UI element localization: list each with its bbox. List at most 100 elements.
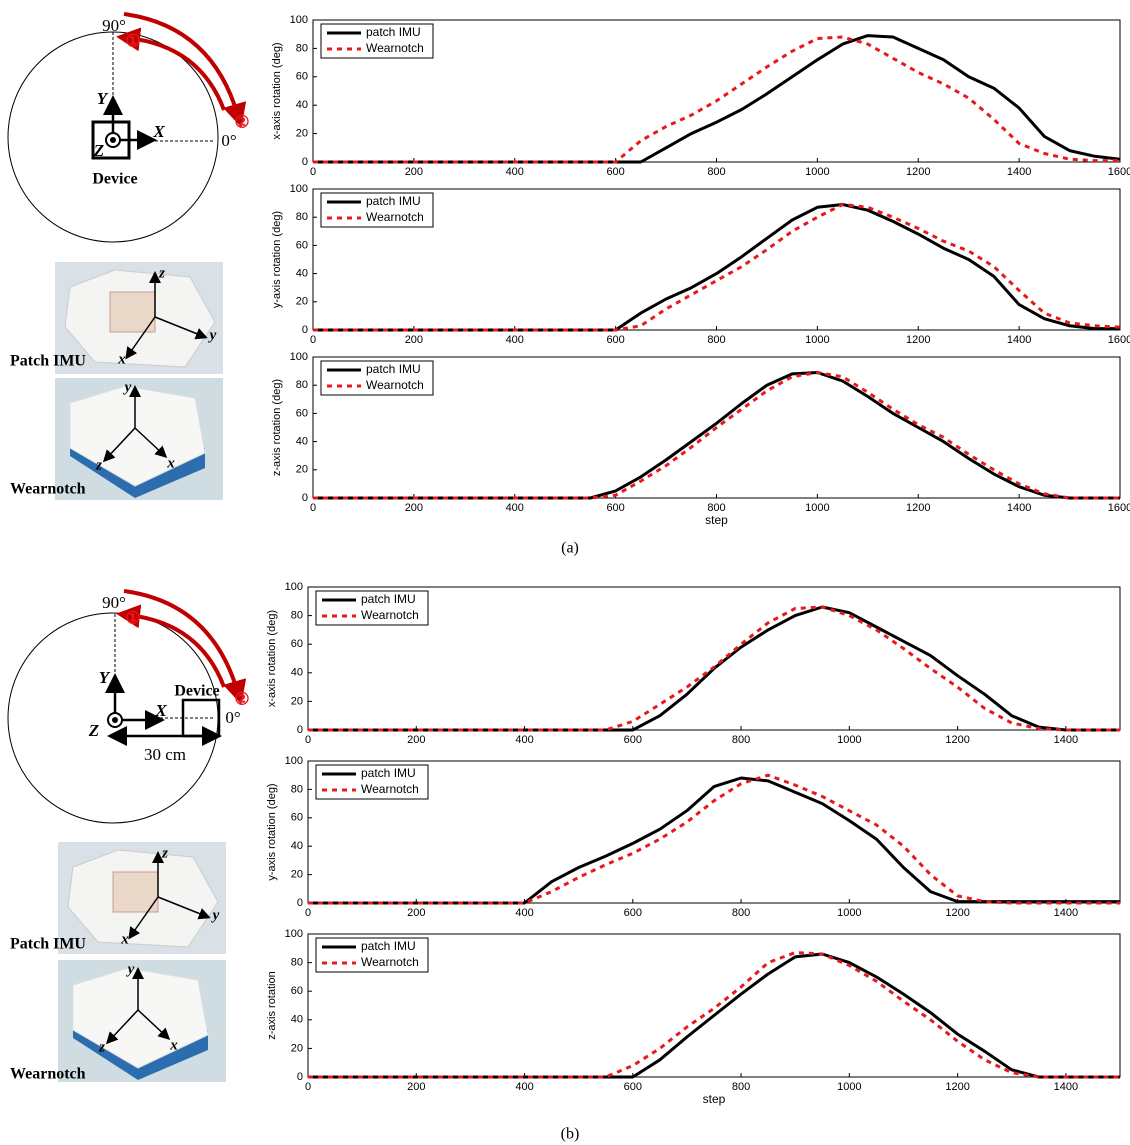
rotation-arrow [116, 27, 226, 111]
axis-label: x [166, 455, 175, 471]
x-tick-label: 600 [624, 734, 642, 746]
x-tick-label: 600 [624, 1081, 642, 1093]
y-tick-label: 40 [291, 1014, 303, 1026]
device-label: Device [174, 683, 219, 700]
y-tick-label: 100 [290, 14, 308, 26]
axis-arrow [157, 896, 211, 920]
distance-label: 30 cm [144, 745, 186, 764]
legend-box [320, 360, 434, 396]
x-tick-label: 400 [515, 1081, 533, 1093]
y-tick-label: 40 [296, 436, 308, 448]
y-axis-label: z-axis rotation (deg) [271, 379, 283, 476]
y-tick-label: 20 [296, 464, 308, 476]
y-tick-label: 0 [302, 324, 308, 336]
x-tick-label: 1200 [945, 1081, 969, 1093]
axis-label: X [152, 122, 165, 141]
legend-label: patch IMU [361, 766, 416, 780]
x-tick-label: 200 [405, 166, 423, 178]
data-line [308, 773, 1120, 905]
y-tick-label: 60 [296, 239, 308, 251]
x-tick-label: 0 [305, 907, 311, 919]
data-line [308, 952, 1120, 1079]
photo-label: Patch IMU [10, 936, 86, 953]
x-tick-label: 400 [506, 334, 524, 346]
axis-label: Z [88, 721, 99, 740]
legend-box [315, 590, 429, 626]
axis-label: x [120, 931, 129, 947]
axis-label: x [117, 351, 126, 367]
x-tick-label: 400 [515, 907, 533, 919]
y-tick-label: 0 [297, 1071, 303, 1083]
legend-box [315, 764, 429, 800]
step-number: ① [125, 31, 140, 50]
x-tick-label: 1400 [1007, 502, 1031, 514]
step-number: ② [234, 112, 249, 131]
data-line [313, 35, 1120, 164]
diagram-a: Y X Z Device 90° 0° ① ② [7, 12, 250, 243]
y-tick-label: 0 [297, 724, 303, 736]
step-number: ② [234, 689, 249, 708]
y-axis-label: z-axis rotation [266, 971, 278, 1039]
angle-label: 0° [225, 708, 240, 727]
diagram-b: Y X Z Device 30 cm 90° 0° ① ② [7, 589, 250, 824]
axis-arrow [154, 316, 208, 340]
x-tick-label: 1000 [837, 907, 861, 919]
legend-label: Wearnotch [361, 955, 419, 969]
data-line [308, 605, 1120, 732]
z-axis-symbol [112, 717, 118, 723]
axis-arrow [125, 316, 156, 360]
x-tick-label: 1200 [906, 166, 930, 178]
x-tick-label: 800 [732, 734, 750, 746]
data-line [313, 34, 1121, 164]
x-tick-label: 0 [305, 1081, 311, 1093]
y-tick-label: 100 [285, 581, 303, 593]
photo-label: Wearnotch [10, 481, 86, 498]
plot-frame [307, 586, 1121, 731]
x-tick-label: 200 [407, 907, 425, 919]
x-tick-label: 400 [506, 166, 524, 178]
legend-label: Wearnotch [366, 41, 424, 55]
axis-label: y [126, 961, 135, 977]
x-tick-label: 600 [624, 907, 642, 919]
x-tick-label: 1400 [1007, 334, 1031, 346]
x-tick-label: 1000 [837, 1081, 861, 1093]
x-tick-label: 800 [707, 334, 725, 346]
y-tick-label: 20 [296, 296, 308, 308]
x-axis-label: step [703, 1092, 726, 1106]
x-tick-label: 1000 [837, 734, 861, 746]
y-tick-label: 20 [296, 128, 308, 140]
rotation-arrow [123, 12, 247, 128]
y-axis-label: x-axis rotation (deg) [271, 42, 283, 139]
panel-label: (b) [561, 1126, 580, 1143]
patch-chip [109, 291, 156, 333]
axis-label: z [95, 457, 102, 473]
y-tick-label: 0 [302, 156, 308, 168]
y-tick-label: 20 [291, 869, 303, 881]
axis-label: Z [93, 141, 104, 160]
y-tick-label: 80 [291, 610, 303, 622]
x-tick-label: 800 [732, 907, 750, 919]
y-tick-label: 0 [302, 492, 308, 504]
legend-box [320, 23, 434, 59]
x-tick-label: 1600 [1108, 166, 1130, 178]
y-tick-label: 20 [291, 695, 303, 707]
legend-label: patch IMU [361, 939, 416, 953]
x-tick-label: 200 [405, 334, 423, 346]
y-tick-label: 40 [291, 667, 303, 679]
axis-label: y [211, 907, 220, 923]
x-tick-label: 1000 [805, 502, 829, 514]
x-tick-label: 400 [506, 502, 524, 514]
y-tick-label: 60 [291, 812, 303, 824]
data-line [308, 776, 1120, 905]
x-tick-label: 600 [606, 334, 624, 346]
x-tick-label: 1400 [1007, 166, 1031, 178]
x-tick-label: 1400 [1054, 907, 1078, 919]
legend-label: Wearnotch [361, 608, 419, 622]
y-tick-label: 80 [296, 42, 308, 54]
data-line [313, 203, 1120, 332]
y-tick-label: 80 [296, 211, 308, 223]
x-tick-label: 1400 [1054, 734, 1078, 746]
axis-label: y [123, 379, 132, 395]
x-tick-label: 1600 [1108, 334, 1130, 346]
